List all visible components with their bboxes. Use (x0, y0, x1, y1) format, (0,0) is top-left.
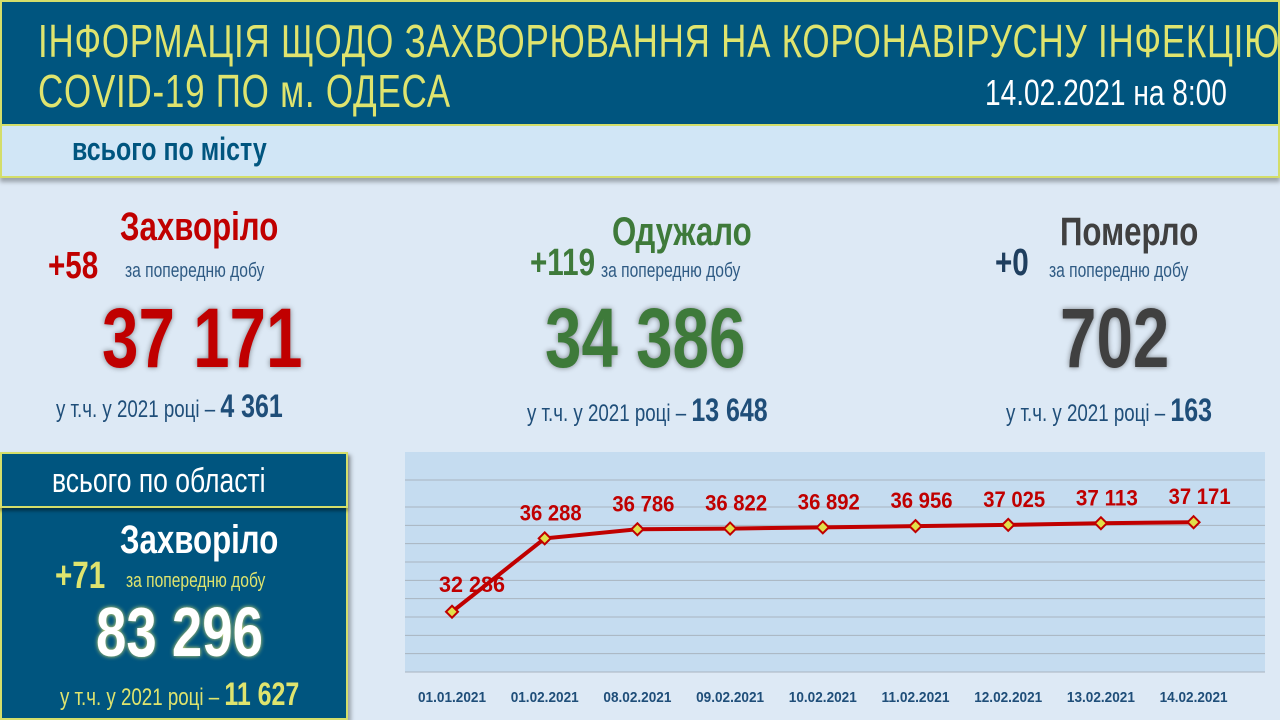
year-label: у т.ч. у 2021 році – (527, 400, 687, 427)
year-label: у т.ч. у 2021 році – (60, 684, 220, 711)
data-label: 37 113 (1076, 485, 1138, 510)
region-period: за попередню добу (126, 570, 305, 593)
region-total: 83 296 (96, 592, 310, 672)
title-text: ІНФОРМАЦІЯ ЩОДО ЗАХВОРЮВАННЯ НА КОРОНАВІ… (38, 15, 1280, 67)
x-tick-label: 13.02.2021 (1067, 689, 1135, 706)
x-tick-label: 12.02.2021 (974, 689, 1042, 706)
recovered-total: 34 386 (545, 290, 802, 387)
died-label: Померло (1060, 210, 1237, 255)
x-tick-label: 09.02.2021 (696, 689, 764, 706)
sick-total: 37 171 (102, 290, 359, 387)
sick-period: за попередню добу (125, 260, 304, 283)
total-text: 702 (1060, 291, 1170, 385)
period-text: за попередню добу (1049, 260, 1189, 282)
region-label: Захворіло (120, 518, 323, 563)
x-tick-label: 11.02.2021 (882, 689, 950, 706)
period-text: за попередню добу (601, 260, 741, 282)
year-value: 4 361 (220, 388, 283, 424)
page-title-line2: COVID-19 ПО м. ОДЕСА (38, 64, 581, 118)
header-banner (0, 0, 1280, 126)
total-text: 34 386 (545, 291, 746, 385)
total-text: 83 296 (96, 593, 264, 671)
region-delta: +71 (55, 555, 119, 598)
died-total: 702 (1060, 290, 1200, 387)
sick-year: у т.ч. у 2021 році – 4 361 (56, 388, 347, 425)
title-text: COVID-19 ПО м. ОДЕСА (38, 65, 451, 117)
x-tick-label: 01.02.2021 (511, 689, 579, 706)
label-text: Одужало (612, 210, 752, 254)
year-value: 13 648 (691, 392, 768, 428)
period-text: за попередню добу (125, 260, 265, 282)
data-label: 36 822 (705, 491, 767, 516)
page-title-line1: ІНФОРМАЦІЯ ЩОДО ЗАХВОРЮВАННЯ НА КОРОНАВІ… (38, 14, 1280, 68)
data-label: 37 025 (983, 487, 1045, 512)
year-value: 163 (1170, 392, 1212, 428)
region-header (0, 452, 348, 508)
delta-text: +58 (48, 245, 99, 287)
report-date: 14.02.2021 на 8:00 (985, 72, 1280, 114)
label-text: Захворіло (120, 518, 279, 562)
recovered-period: за попередню добу (601, 260, 780, 283)
data-label: 36 956 (891, 488, 953, 513)
period-text: за попередню добу (126, 570, 266, 592)
label-text: Захворіло (120, 205, 279, 249)
city-section-bar (0, 124, 1280, 178)
region-title: всього по області (52, 462, 326, 501)
x-tick-label: 14.02.2021 (1160, 689, 1228, 706)
data-label: 32 286 (439, 572, 505, 597)
section-text: всього по області (52, 462, 266, 500)
recovered-year: у т.ч. у 2021 році – 13 648 (527, 392, 836, 429)
section-text: всього по місту (72, 131, 267, 167)
delta-text: +119 (530, 242, 596, 284)
delta-text: +71 (55, 555, 106, 597)
date-text: 14.02.2021 на 8:00 (985, 72, 1227, 113)
data-point (537, 530, 553, 546)
data-point (815, 519, 831, 535)
data-point (1000, 517, 1016, 533)
x-tick-label: 08.02.2021 (603, 689, 671, 706)
recovered-label: Одужало (612, 210, 791, 255)
x-tick-label: 01.01.2021 (418, 689, 486, 706)
died-delta: +0 (995, 242, 1038, 285)
data-label: 36 892 (798, 489, 860, 514)
sick-delta: +58 (48, 245, 112, 288)
data-point (722, 521, 738, 537)
x-tick-label: 10.02.2021 (789, 689, 857, 706)
label-text: Померло (1060, 210, 1199, 254)
delta-text: +0 (995, 242, 1029, 284)
data-point (444, 604, 460, 620)
cases-line-chart: 32 286 36 288 36 786 36 822 36 892 36 956 37 0… (405, 452, 1265, 706)
died-year: у т.ч. у 2021 році – 163 (1006, 392, 1270, 429)
recovered-delta: +119 (530, 242, 614, 285)
data-point (908, 518, 923, 534)
year-label: у т.ч. у 2021 році – (56, 396, 216, 423)
region-year: у т.ч. у 2021 році – 11 627 (60, 676, 367, 713)
data-label: 36 288 (520, 500, 582, 525)
year-label: у т.ч. у 2021 році – (1006, 400, 1166, 427)
died-period: за попередню добу (1049, 260, 1228, 283)
city-section-title: всього по місту (72, 131, 322, 168)
data-point (629, 521, 645, 537)
data-point (1093, 515, 1109, 531)
total-text: 37 171 (102, 291, 303, 385)
year-value: 11 627 (224, 676, 300, 712)
data-label: 37 171 (1169, 484, 1231, 509)
data-point (1186, 514, 1202, 530)
data-label: 36 786 (612, 491, 674, 516)
sick-label: Захворіло (120, 205, 323, 250)
